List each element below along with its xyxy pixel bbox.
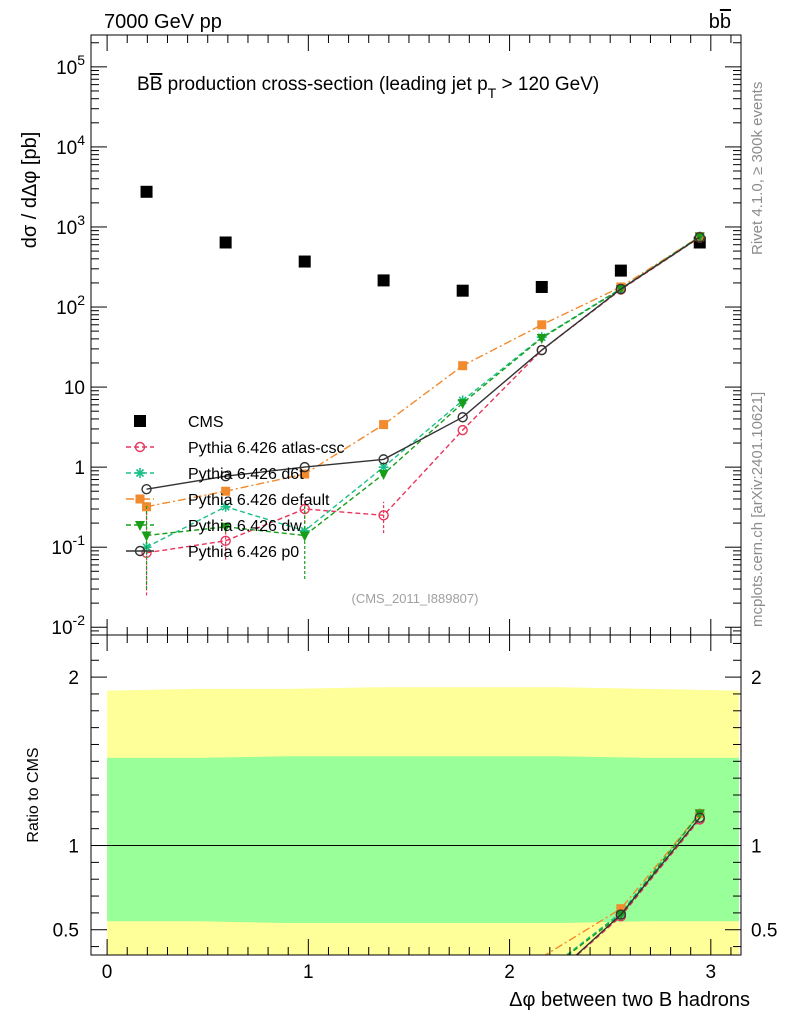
legend-label-2: Pythia 6.426 d6t [188,466,304,483]
ratio-panel-content [91,687,741,955]
legend-marker-0 [134,415,146,427]
data-point-2-1 [220,501,231,512]
ratio-line-4 [575,817,701,955]
legend: CMS Pythia 6.426 atlas-csc Pythia 6.426 d6… [126,414,345,561]
main-panel-content [140,185,706,596]
data-point-4-5 [536,334,547,345]
data-point-5-5 [536,344,547,356]
header-right-label: bb [709,11,731,33]
mcplots-label: mcplots.cern.ch [arXiv:2401.10621] [749,392,766,627]
data-point-4-4 [457,399,468,410]
legend-marker-5 [134,545,146,557]
ratio-y-tick-label-left: 2 [68,668,79,689]
legend-marker-3 [135,494,145,504]
y-tick-label: 10 [64,378,85,399]
data-point-5-1 [220,471,231,482]
data-point-1-3 [378,510,389,521]
legend-marker-1 [134,441,146,453]
ratio-y-tick-label-right: 2 [751,668,762,689]
series-line-5 [146,236,701,490]
data-point-3-4 [458,361,468,371]
ratio-y-tick-label-left: 0.5 [53,921,79,942]
data-point-4-1 [220,522,231,533]
y-tick-label: 105 [56,52,85,79]
data-point-4-2 [299,531,310,542]
ratio-y-tick-label-right: 0.5 [751,921,777,942]
data-point-5-6 [615,283,627,295]
y-tick-exponent: 5 [77,52,85,68]
legend-marker-4 [135,521,145,531]
ratio-y-tick-label-left: 1 [68,837,79,858]
ratio-green-band [107,756,740,923]
x-axis-label: Δφ between two B hadrons [509,989,750,1011]
data-point-0-0 [140,185,153,198]
legend-marker-2-d2 [135,468,145,478]
chart-title: BB production cross-section (leading jet… [137,74,599,101]
y-tick-label: 1 [74,458,85,479]
data-point-0-1 [219,236,232,249]
legend-label-4: Pythia 6.426 dw [188,518,302,535]
y-tick-exponent: -2 [73,612,86,628]
y-tick-exponent: 2 [77,292,85,308]
main-y-axis-label: dσ / dΔφ [pb] [19,132,41,249]
data-point-0-4 [456,284,469,297]
y-tick-exponent: -1 [73,532,86,548]
header-left-label: 7000 GeV pp [104,11,222,33]
data-point-0-2 [298,255,311,268]
y-tick-label: 10-1 [51,532,85,559]
y-tick-exponent: 4 [77,132,85,148]
ratio-y-axis-label: Ratio to CMS [25,747,42,842]
data-point-3-3 [379,420,389,430]
ratio-y-tick-label-right: 1 [751,837,762,858]
data-point-5-7 [694,232,705,243]
analysis-watermark: (CMS_2011_I889807) [352,591,479,606]
data-point-3-2 [300,469,310,479]
data-point-5-2 [299,461,310,473]
legend-label-1: Pythia 6.426 atlas-csc [188,440,345,457]
data-point-5-0 [141,484,152,495]
x-tick-label: 0 [102,962,113,983]
data-point-4-0 [141,531,152,542]
data-point-5-4 [457,412,468,423]
x-tick-label: 1 [303,962,314,983]
series-line-3 [146,235,701,508]
x-tick-label: 2 [504,962,515,983]
data-point-3-1 [221,486,231,496]
data-point-1-4 [457,424,468,436]
ratio-point-4-1 [615,909,627,920]
ratio-point-2-1 [616,904,626,914]
x-tick-label: 3 [706,962,717,983]
legend-label-5: Pythia 6.426 p0 [188,544,299,561]
data-point-5-3 [378,454,389,465]
ratio-point-3-2 [694,809,705,820]
y-tick-label: 102 [56,292,85,319]
ratio-point-4-2 [694,812,705,823]
data-point-0-5 [535,280,548,293]
data-point-0-6 [614,264,627,277]
data-point-4-3 [378,470,389,481]
data-point-2-1-d2 [221,502,230,511]
y-tick-label: 10-2 [51,612,85,639]
data-point-1-1 [220,535,231,547]
legend-label-3: Pythia 6.426 default [188,492,330,509]
data-point-3-5 [537,320,547,330]
y-tick-label: 103 [56,212,85,239]
legend-label-0: CMS [188,414,224,431]
data-point-0-3 [377,274,390,287]
rivet-version-label: Rivet 4.1.0, ≥ 300k events [749,82,766,255]
y-tick-label: 104 [56,132,85,159]
legend-marker-2 [135,468,145,478]
y-tick-exponent: 3 [77,212,85,228]
data-point-2-3-d2 [379,463,388,472]
